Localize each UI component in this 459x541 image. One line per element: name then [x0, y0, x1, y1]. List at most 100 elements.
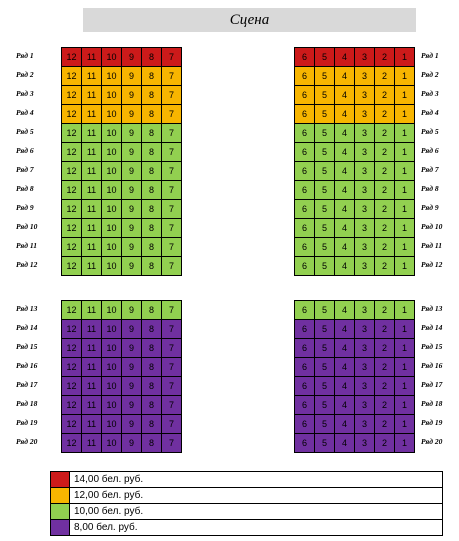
seat[interactable]: 2 — [375, 257, 395, 276]
seat[interactable]: 1 — [395, 124, 415, 143]
seat[interactable]: 6 — [295, 301, 315, 320]
seat[interactable]: 9 — [122, 67, 142, 86]
seat[interactable]: 11 — [82, 301, 102, 320]
seat[interactable]: 7 — [162, 219, 182, 238]
seat[interactable]: 1 — [395, 162, 415, 181]
seat[interactable]: 10 — [102, 48, 122, 67]
seat[interactable]: 5 — [315, 301, 335, 320]
seat[interactable]: 12 — [62, 238, 82, 257]
seat[interactable]: 5 — [315, 358, 335, 377]
seat[interactable]: 4 — [335, 143, 355, 162]
seat[interactable]: 2 — [375, 415, 395, 434]
seat[interactable]: 7 — [162, 238, 182, 257]
seat[interactable]: 6 — [295, 143, 315, 162]
seat[interactable]: 5 — [315, 377, 335, 396]
seat[interactable]: 9 — [122, 143, 142, 162]
seat[interactable]: 9 — [122, 434, 142, 453]
seat[interactable]: 1 — [395, 358, 415, 377]
seat[interactable]: 5 — [315, 48, 335, 67]
seat[interactable]: 6 — [295, 200, 315, 219]
seat[interactable]: 9 — [122, 200, 142, 219]
seat[interactable]: 9 — [122, 396, 142, 415]
seat[interactable]: 6 — [295, 434, 315, 453]
seat[interactable]: 12 — [62, 301, 82, 320]
seat[interactable]: 7 — [162, 200, 182, 219]
seat[interactable]: 10 — [102, 339, 122, 358]
seat[interactable]: 7 — [162, 358, 182, 377]
seat[interactable]: 3 — [355, 48, 375, 67]
seat[interactable]: 4 — [335, 219, 355, 238]
seat[interactable]: 7 — [162, 67, 182, 86]
seat[interactable]: 3 — [355, 86, 375, 105]
seat[interactable]: 6 — [295, 86, 315, 105]
seat[interactable]: 11 — [82, 124, 102, 143]
seat[interactable]: 1 — [395, 434, 415, 453]
seat[interactable]: 3 — [355, 219, 375, 238]
seat[interactable]: 7 — [162, 143, 182, 162]
seat[interactable]: 4 — [335, 238, 355, 257]
seat[interactable]: 9 — [122, 238, 142, 257]
seat[interactable]: 2 — [375, 86, 395, 105]
seat[interactable]: 8 — [142, 86, 162, 105]
seat[interactable]: 12 — [62, 67, 82, 86]
seat[interactable]: 4 — [335, 67, 355, 86]
seat[interactable]: 6 — [295, 396, 315, 415]
seat[interactable]: 10 — [102, 200, 122, 219]
seat[interactable]: 12 — [62, 434, 82, 453]
seat[interactable]: 5 — [315, 396, 335, 415]
seat[interactable]: 7 — [162, 377, 182, 396]
seat[interactable]: 6 — [295, 67, 315, 86]
seat[interactable]: 12 — [62, 257, 82, 276]
seat[interactable]: 1 — [395, 86, 415, 105]
seat[interactable]: 1 — [395, 396, 415, 415]
seat[interactable]: 6 — [295, 339, 315, 358]
seat[interactable]: 9 — [122, 415, 142, 434]
seat[interactable]: 3 — [355, 434, 375, 453]
seat[interactable]: 12 — [62, 320, 82, 339]
seat[interactable]: 12 — [62, 86, 82, 105]
seat[interactable]: 1 — [395, 105, 415, 124]
seat[interactable]: 2 — [375, 377, 395, 396]
seat[interactable]: 2 — [375, 143, 395, 162]
seat[interactable]: 2 — [375, 339, 395, 358]
seat[interactable]: 2 — [375, 124, 395, 143]
seat[interactable]: 11 — [82, 238, 102, 257]
seat[interactable]: 6 — [295, 358, 315, 377]
seat[interactable]: 10 — [102, 238, 122, 257]
seat[interactable]: 8 — [142, 67, 162, 86]
seat[interactable]: 5 — [315, 219, 335, 238]
seat[interactable]: 1 — [395, 320, 415, 339]
seat[interactable]: 9 — [122, 162, 142, 181]
seat[interactable]: 4 — [335, 105, 355, 124]
seat[interactable]: 2 — [375, 320, 395, 339]
seat[interactable]: 5 — [315, 339, 335, 358]
seat[interactable]: 10 — [102, 434, 122, 453]
seat[interactable]: 2 — [375, 434, 395, 453]
seat[interactable]: 11 — [82, 48, 102, 67]
seat[interactable]: 7 — [162, 124, 182, 143]
seat[interactable]: 4 — [335, 377, 355, 396]
seat[interactable]: 5 — [315, 67, 335, 86]
seat[interactable]: 1 — [395, 257, 415, 276]
seat[interactable]: 1 — [395, 377, 415, 396]
seat[interactable]: 8 — [142, 238, 162, 257]
seat[interactable]: 8 — [142, 181, 162, 200]
seat[interactable]: 3 — [355, 377, 375, 396]
seat[interactable]: 3 — [355, 124, 375, 143]
seat[interactable]: 11 — [82, 219, 102, 238]
seat[interactable]: 10 — [102, 162, 122, 181]
seat[interactable]: 10 — [102, 358, 122, 377]
seat[interactable]: 8 — [142, 48, 162, 67]
seat[interactable]: 5 — [315, 320, 335, 339]
seat[interactable]: 8 — [142, 320, 162, 339]
seat[interactable]: 3 — [355, 396, 375, 415]
seat[interactable]: 7 — [162, 48, 182, 67]
seat[interactable]: 1 — [395, 181, 415, 200]
seat[interactable]: 6 — [295, 377, 315, 396]
seat[interactable]: 12 — [62, 396, 82, 415]
seat[interactable]: 9 — [122, 358, 142, 377]
seat[interactable]: 9 — [122, 86, 142, 105]
seat[interactable]: 3 — [355, 200, 375, 219]
seat[interactable]: 5 — [315, 86, 335, 105]
seat[interactable]: 5 — [315, 143, 335, 162]
